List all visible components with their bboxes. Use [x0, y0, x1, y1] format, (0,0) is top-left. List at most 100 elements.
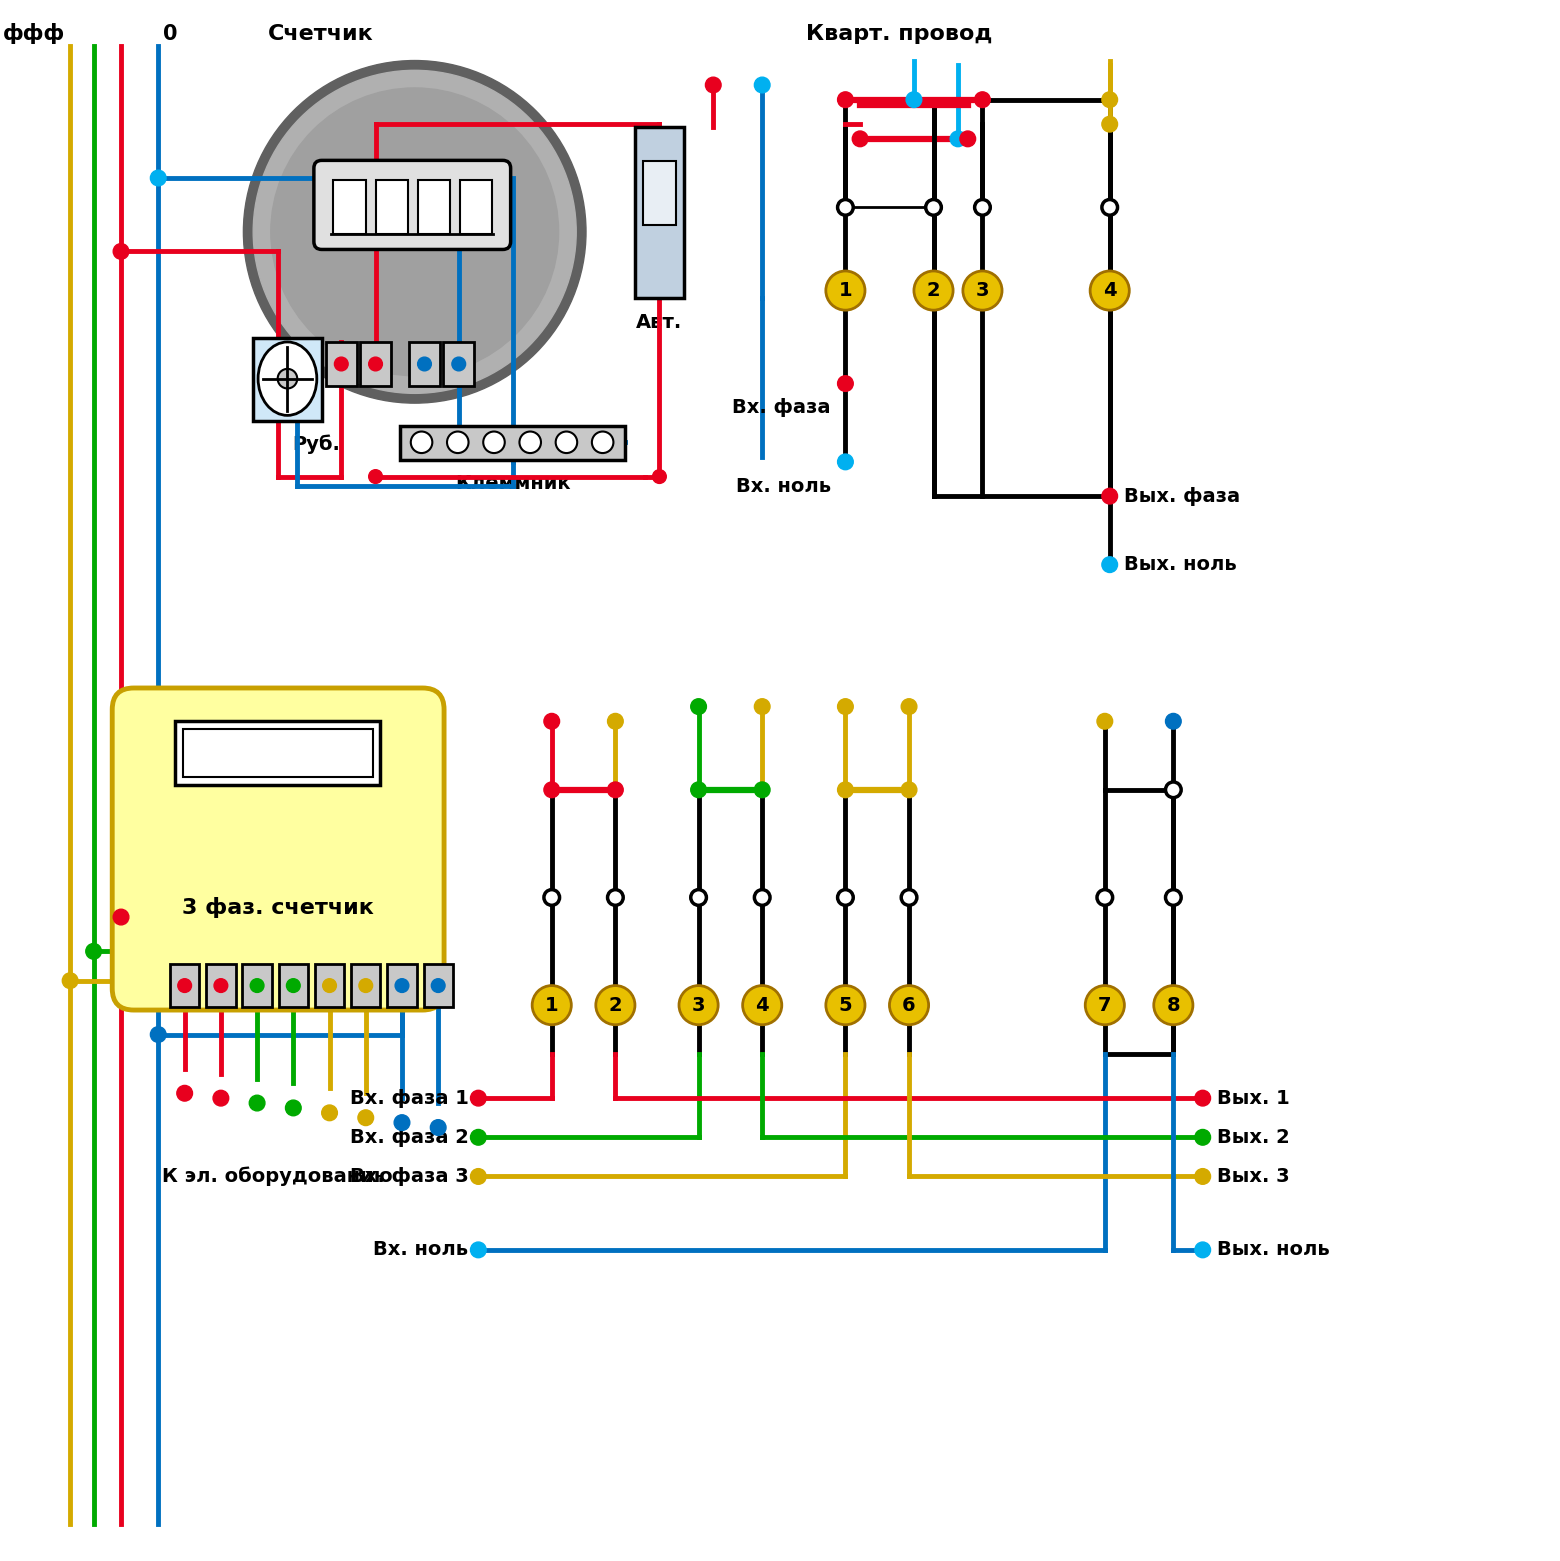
Text: Вх. ноль: Вх. ноль	[373, 1241, 468, 1260]
Bar	[175, 721, 381, 785]
Circle shape	[607, 782, 622, 798]
Circle shape	[410, 431, 432, 453]
Text: К эл. оборудованию: К эл. оборудованию	[162, 1166, 393, 1186]
Circle shape	[359, 979, 373, 993]
Circle shape	[1165, 782, 1181, 798]
Circle shape	[1195, 1090, 1211, 1107]
Circle shape	[975, 92, 991, 108]
Circle shape	[150, 1027, 165, 1043]
Circle shape	[852, 131, 867, 147]
Circle shape	[906, 92, 922, 108]
Circle shape	[1195, 1169, 1211, 1185]
Circle shape	[1101, 557, 1117, 573]
Circle shape	[323, 979, 337, 993]
Circle shape	[532, 985, 571, 1024]
Circle shape	[889, 985, 928, 1024]
Circle shape	[679, 985, 718, 1024]
Circle shape	[925, 200, 941, 215]
Circle shape	[544, 890, 560, 905]
Text: Вых. ноль: Вых. ноль	[1217, 1241, 1331, 1260]
Circle shape	[1097, 713, 1112, 729]
Circle shape	[395, 1115, 410, 1130]
Circle shape	[471, 1130, 487, 1146]
Circle shape	[395, 979, 409, 993]
Circle shape	[1165, 713, 1181, 729]
Circle shape	[544, 713, 560, 729]
Circle shape	[825, 272, 864, 311]
Bar	[409, 342, 440, 386]
Text: 4: 4	[755, 996, 769, 1015]
Circle shape	[963, 272, 1002, 311]
Circle shape	[86, 943, 101, 958]
Text: ффф: ффф	[3, 23, 66, 44]
Bar	[206, 965, 236, 1007]
Text: Вх. фаза 1: Вх. фаза 1	[349, 1088, 468, 1108]
Circle shape	[975, 200, 991, 215]
Circle shape	[1195, 1130, 1211, 1146]
Text: Счетчик: Счетчик	[268, 23, 374, 44]
Text: 3: 3	[975, 281, 989, 300]
FancyBboxPatch shape	[112, 688, 445, 1010]
Text: Вх. фаза: Вх. фаза	[732, 398, 831, 417]
Circle shape	[1086, 985, 1125, 1024]
Circle shape	[432, 979, 445, 993]
Circle shape	[368, 357, 382, 372]
Text: Вых. 2: Вых. 2	[1217, 1127, 1290, 1147]
Text: Вх. фаза 2: Вх. фаза 2	[349, 1127, 468, 1147]
Circle shape	[214, 979, 228, 993]
Text: Клеммник: Клеммник	[456, 473, 571, 493]
Circle shape	[902, 890, 917, 905]
Text: 6: 6	[902, 996, 916, 1015]
Bar	[279, 965, 307, 1007]
Circle shape	[1097, 890, 1112, 905]
Circle shape	[243, 61, 587, 403]
Circle shape	[471, 1243, 487, 1258]
Circle shape	[62, 973, 78, 988]
Text: 2: 2	[927, 281, 941, 300]
Text: Вых. фаза: Вых. фаза	[1125, 487, 1240, 506]
Bar	[635, 126, 683, 298]
Circle shape	[114, 244, 129, 259]
Circle shape	[838, 890, 853, 905]
Circle shape	[484, 431, 505, 453]
Circle shape	[691, 782, 707, 798]
Ellipse shape	[257, 342, 317, 415]
Circle shape	[755, 699, 771, 715]
Text: 0: 0	[164, 23, 178, 44]
Circle shape	[357, 1110, 373, 1125]
Circle shape	[755, 782, 771, 798]
Circle shape	[596, 985, 635, 1024]
Circle shape	[544, 782, 560, 798]
Circle shape	[1165, 890, 1181, 905]
Circle shape	[253, 70, 576, 393]
Circle shape	[150, 170, 165, 186]
Circle shape	[214, 1090, 229, 1107]
Circle shape	[250, 979, 264, 993]
Circle shape	[250, 1096, 265, 1111]
Circle shape	[368, 470, 382, 484]
Circle shape	[176, 1085, 192, 1101]
Circle shape	[743, 985, 782, 1024]
Text: Вх. ноль: Вх. ноль	[736, 476, 831, 495]
Bar	[334, 180, 365, 234]
Circle shape	[471, 1090, 487, 1107]
Circle shape	[321, 1105, 337, 1121]
Circle shape	[755, 76, 771, 92]
Circle shape	[471, 1169, 487, 1185]
Bar	[423, 965, 452, 1007]
Bar	[170, 965, 200, 1007]
Circle shape	[1101, 489, 1117, 504]
Circle shape	[178, 979, 192, 993]
Circle shape	[1090, 272, 1129, 311]
Bar	[399, 426, 626, 460]
Text: Вых. 1: Вых. 1	[1217, 1088, 1290, 1108]
Circle shape	[652, 470, 666, 484]
Circle shape	[755, 890, 771, 905]
Circle shape	[285, 1101, 301, 1116]
Text: Вх. фаза 3: Вх. фаза 3	[349, 1168, 468, 1186]
Text: 5: 5	[839, 996, 852, 1015]
Bar	[253, 337, 321, 421]
Circle shape	[902, 699, 917, 715]
Text: 4: 4	[1103, 281, 1117, 300]
Bar	[643, 161, 675, 225]
